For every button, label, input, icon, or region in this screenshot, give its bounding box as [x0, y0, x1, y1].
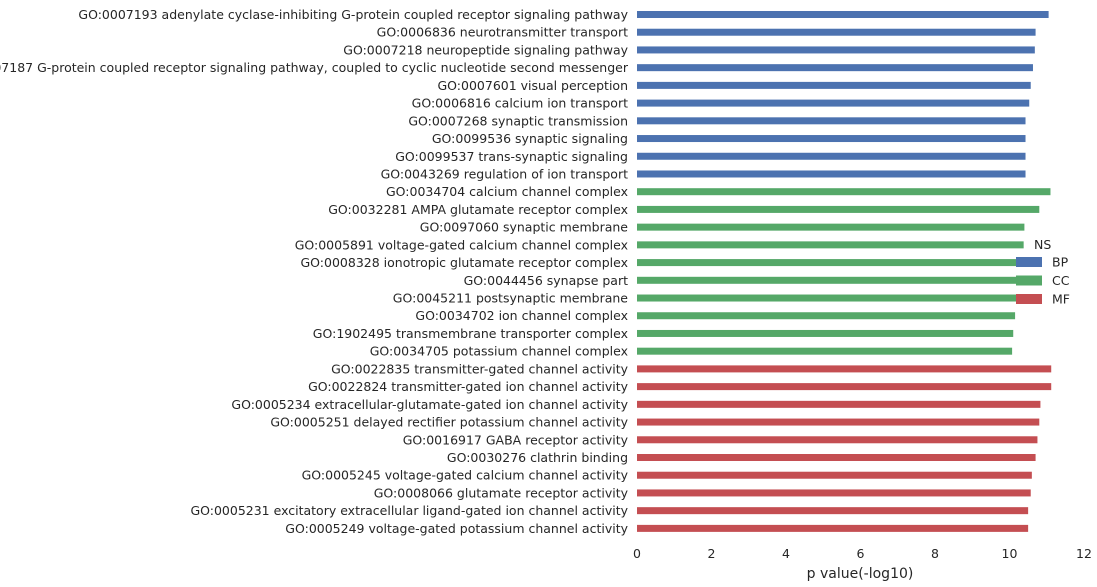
category-label: GO:0005249 voltage-gated potassium chann…: [285, 521, 628, 536]
bars-layer: [637, 11, 1052, 532]
bar-bp-7: [637, 117, 1026, 125]
x-tick-label: 10: [1002, 546, 1018, 561]
category-label: GO:0007187 G-protein coupled receptor si…: [0, 60, 629, 75]
category-label: GO:0043269 regulation of ion transport: [381, 166, 629, 181]
category-label: GO:0022835 transmitter-gated channel act…: [331, 361, 628, 376]
category-label: GO:0099536 synaptic signaling: [432, 131, 628, 146]
category-label: GO:1902495 transmembrane transporter com…: [313, 326, 628, 341]
bar-cc-18: [637, 312, 1016, 320]
bar-cc-14: [637, 241, 1024, 249]
bar-bp-8: [637, 135, 1026, 143]
category-label: GO:0044456 synapse part: [464, 273, 628, 288]
bar-bp-3: [637, 46, 1035, 54]
bar-cc-13: [637, 223, 1025, 231]
category-label: GO:0099537 trans-synaptic signaling: [395, 149, 628, 164]
category-label: GO:0034702 ion channel complex: [415, 308, 628, 323]
bar-cc-11: [637, 188, 1051, 196]
category-label: GO:0008066 glutamate receptor activity: [374, 485, 629, 500]
category-label: GO:0005251 delayed rectifier potassium c…: [270, 415, 628, 430]
legend-label-cc: CC: [1052, 273, 1070, 288]
x-axis-label: p value(-log10): [807, 566, 914, 582]
x-tick-label: 4: [782, 546, 790, 561]
category-label: GO:0005234 extracellular-glutamate-gated…: [231, 397, 628, 412]
category-label: GO:0030276 clathrin binding: [447, 450, 628, 465]
bar-cc-15: [637, 259, 1023, 267]
bar-bp-9: [637, 152, 1026, 160]
category-label: GO:0005245 voltage-gated calcium channel…: [302, 468, 629, 483]
legend-swatch-bp: [1016, 257, 1042, 267]
category-label: GO:0022824 transmitter-gated ion channel…: [308, 379, 629, 394]
category-label: GO:0045211 postsynaptic membrane: [393, 291, 629, 306]
bar-mf-30: [637, 524, 1029, 532]
category-label: GO:0034704 calcium channel complex: [386, 184, 628, 199]
bar-bp-6: [637, 99, 1030, 107]
x-tick-label: 12: [1076, 546, 1092, 561]
x-tick-label: 2: [708, 546, 716, 561]
legend-title: NS: [1034, 237, 1051, 252]
category-label: GO:0008328 ionotropic glutamate receptor…: [301, 255, 629, 270]
category-label: GO:0005231 excitatory extracellular liga…: [190, 503, 628, 518]
bar-cc-19: [637, 329, 1014, 337]
bar-mf-27: [637, 471, 1032, 479]
x-axis: p value(-log10) 0 2 4 6 8 10 12: [633, 546, 1092, 582]
legend-label-mf: MF: [1052, 292, 1070, 307]
bar-cc-20: [637, 347, 1013, 355]
bar-bp-1: [637, 11, 1049, 18]
category-label: GO:0007218 neuropeptide signaling pathwa…: [343, 42, 628, 57]
bar-bp-2: [637, 28, 1036, 36]
bar-mf-25: [637, 436, 1038, 444]
bar-mf-29: [637, 507, 1029, 515]
legend-label-bp: BP: [1052, 255, 1069, 270]
category-labels: GO:0007193 adenylate cyclase-inhibiting …: [0, 7, 629, 536]
category-label: GO:0005891 voltage-gated calcium channel…: [295, 237, 628, 252]
bar-mf-28: [637, 489, 1031, 497]
legend-swatch-mf: [1016, 294, 1042, 304]
bar-mf-26: [637, 454, 1036, 461]
x-tick-label: 0: [633, 546, 641, 561]
category-label: GO:0032281 AMPA glutamate receptor compl…: [328, 202, 628, 217]
category-label: GO:0097060 synaptic membrane: [420, 220, 629, 235]
category-label: GO:0006816 calcium ion transport: [412, 96, 628, 111]
category-label: GO:0007268 synaptic transmission: [408, 113, 628, 128]
bar-mf-24: [637, 418, 1040, 426]
category-label: GO:0007601 visual perception: [437, 78, 628, 93]
bar-cc-17: [637, 294, 1021, 302]
x-tick-label: 8: [931, 546, 939, 561]
legend-swatch-cc: [1016, 275, 1042, 286]
x-tick-label: 6: [857, 546, 865, 561]
bar-cc-16: [637, 276, 1022, 284]
bar-cc-12: [637, 205, 1040, 213]
category-label: GO:0006836 neurotransmitter transport: [377, 25, 628, 40]
bar-mf-21: [637, 365, 1052, 373]
category-label: GO:0007193 adenylate cyclase-inhibiting …: [78, 7, 628, 22]
bar-mf-23: [637, 400, 1041, 408]
bar-bp-4: [637, 64, 1033, 72]
bar-bp-5: [637, 81, 1031, 89]
bar-mf-22: [637, 383, 1052, 391]
bar-bp-10: [637, 170, 1026, 178]
legend: NS BP CC MF: [1016, 237, 1070, 307]
category-label: GO:0016917 GABA receptor activity: [403, 432, 629, 447]
category-label: GO:0034705 potassium channel complex: [370, 344, 628, 359]
